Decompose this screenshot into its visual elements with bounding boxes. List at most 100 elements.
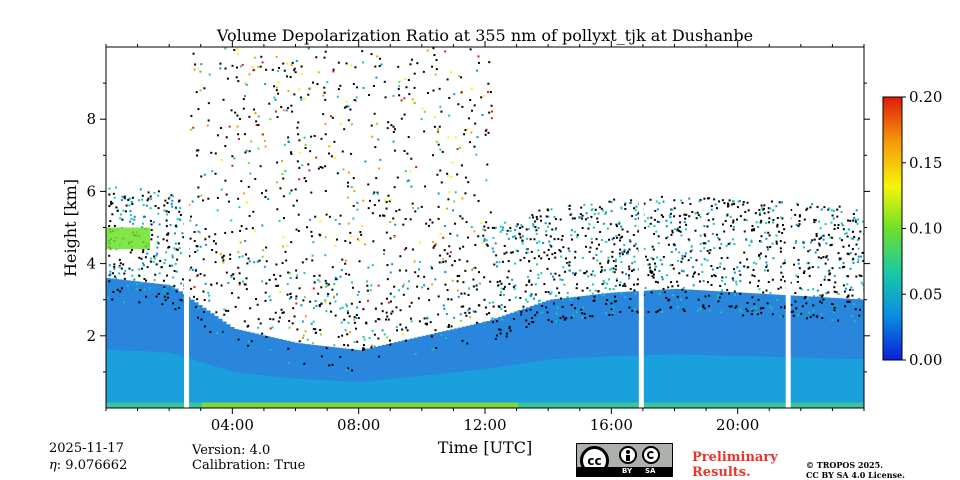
noise-pixel — [453, 93, 456, 96]
noise-pixel — [678, 229, 681, 232]
noise-pixel — [493, 227, 496, 230]
noise-pixel — [847, 244, 850, 247]
noise-pixel — [856, 222, 859, 225]
noise-pixel — [269, 318, 272, 321]
noise-pixel — [731, 277, 734, 280]
noise-pixel — [623, 248, 626, 251]
aerosol-layer-lower — [398, 377, 403, 408]
noise-pixel — [256, 260, 259, 263]
aerosol-layer-lower — [126, 350, 131, 408]
noise-pixel — [350, 186, 353, 189]
aerosol-layer-column — [774, 294, 779, 408]
noise-pixel — [339, 355, 342, 358]
noise-pixel — [417, 207, 420, 210]
aerosol-layer-column — [818, 297, 823, 408]
noise-pixel — [350, 123, 353, 126]
noise-pixel — [472, 267, 475, 270]
aerosol-layer-column — [830, 297, 835, 408]
aerosol-layer-column — [142, 282, 147, 408]
noise-pixel — [581, 289, 584, 292]
noise-pixel — [230, 109, 233, 112]
aerosol-layer-lower — [338, 380, 343, 408]
noise-pixel — [236, 125, 239, 128]
aerosol-layer-column — [386, 343, 391, 408]
surface-layer-column — [658, 402, 663, 408]
aerosol-layer-column — [394, 342, 399, 408]
aerosol-layer-lower — [762, 356, 767, 408]
noise-pixel — [462, 305, 465, 308]
noise-pixel — [290, 104, 293, 107]
noise-pixel — [707, 219, 710, 222]
noise-pixel — [196, 298, 199, 301]
noise-pixel — [178, 306, 181, 309]
noise-pixel — [454, 191, 457, 194]
noise-pixel — [831, 303, 834, 306]
aerosol-layer-lower — [674, 354, 679, 408]
noise-pixel — [515, 249, 518, 252]
surface-layer-column — [558, 402, 563, 408]
noise-pixel — [852, 219, 855, 222]
noise-pixel — [570, 303, 573, 306]
aerosol-layer-lower — [342, 381, 347, 408]
noise-pixel — [765, 222, 768, 225]
aerosol-layer-column — [354, 349, 359, 408]
noise-pixel — [760, 240, 763, 243]
noise-pixel — [792, 314, 795, 317]
noise-pixel — [232, 273, 235, 276]
noise-pixel — [660, 276, 663, 279]
noise-pixel — [203, 274, 206, 277]
noise-pixel — [330, 155, 333, 158]
noise-pixel — [490, 117, 493, 120]
noise-pixel — [347, 321, 350, 324]
noise-pixel — [792, 246, 795, 249]
noise-pixel — [264, 83, 267, 86]
aerosol-layer-column — [470, 324, 475, 408]
noise-pixel — [652, 273, 655, 276]
noise-pixel — [243, 192, 246, 195]
noise-pixel — [733, 290, 736, 293]
noise-pixel — [113, 263, 116, 266]
noise-pixel — [494, 337, 497, 340]
noise-pixel — [550, 245, 553, 248]
noise-pixel — [825, 242, 828, 245]
aerosol-layer-column — [566, 297, 571, 408]
noise-pixel — [250, 340, 253, 343]
noise-pixel — [180, 282, 183, 285]
noise-pixel — [190, 114, 193, 117]
aerosol-layer-column — [126, 280, 131, 408]
noise-pixel — [265, 282, 268, 285]
noise-pixel — [280, 106, 283, 109]
noise-pixel — [362, 86, 365, 89]
aerosol-layer-lower — [646, 355, 651, 408]
noise-pixel — [454, 136, 457, 139]
noise-pixel — [200, 175, 203, 178]
noise-pixel — [298, 166, 301, 169]
noise-pixel — [174, 262, 177, 265]
noise-pixel — [130, 218, 133, 221]
noise-pixel — [231, 231, 234, 234]
aerosol-layer-lower — [846, 358, 851, 408]
noise-pixel — [118, 258, 121, 261]
noise-pixel — [470, 131, 473, 134]
noise-pixel — [706, 259, 709, 262]
aerosol-layer-lower — [310, 379, 315, 408]
noise-pixel — [421, 107, 424, 110]
noise-pixel — [426, 316, 429, 319]
y-tick-label: 8 — [86, 110, 96, 128]
noise-pixel — [257, 123, 260, 126]
noise-pixel — [354, 66, 357, 69]
noise-pixel — [356, 294, 359, 297]
noise-pixel — [377, 199, 380, 202]
colorbar-tick-label: 0.10 — [909, 220, 942, 238]
noise-pixel — [663, 291, 666, 294]
noise-pixel — [631, 269, 634, 272]
noise-pixel — [412, 206, 415, 209]
noise-pixel — [812, 314, 815, 317]
noise-pixel — [195, 224, 198, 227]
surface-layer-column — [118, 402, 123, 408]
noise-pixel — [519, 297, 522, 300]
noise-pixel — [607, 256, 610, 259]
noise-pixel — [771, 278, 774, 281]
noise-pixel — [329, 115, 332, 118]
noise-pixel — [440, 110, 443, 113]
